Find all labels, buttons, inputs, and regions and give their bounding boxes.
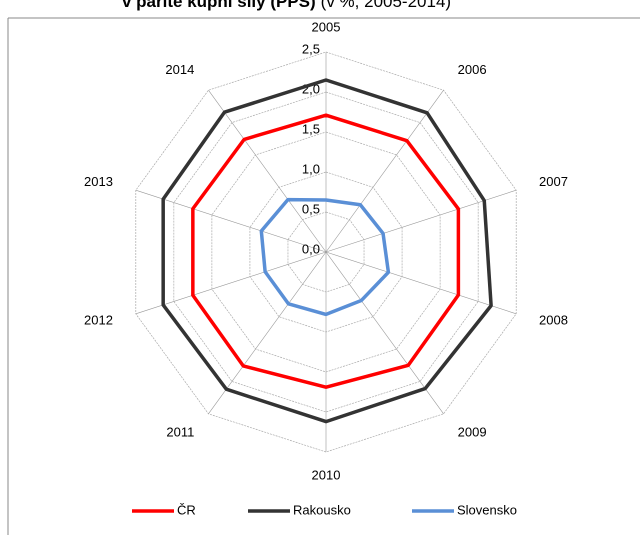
chart-title: v paritě kupní síly (PPS) (v %, 2005-2014… [122,0,451,11]
series-line [191,113,461,389]
grid-ring [211,131,441,373]
legend-label: Slovensko [457,502,517,517]
legend-label: Rakousko [293,502,351,517]
r-tick-label: 0,5 [302,201,320,216]
category-label: 2009 [458,425,487,440]
spoke [325,251,444,414]
spoke [208,90,327,253]
category-label: 2012 [84,313,113,328]
category-label: 2011 [166,425,194,440]
spoke [208,251,327,414]
grid-ring [249,171,403,333]
category-label: 2010 [312,467,341,482]
grid-ring [135,51,517,453]
category-label: 2008 [539,313,568,328]
r-tick-label: 1,0 [302,161,320,176]
r-tick-label: 1,5 [302,121,320,136]
r-tick-label: 0,0 [302,241,320,256]
legend-label: ČR [177,502,196,517]
chart-subtitle: (v %, 2005-2014) [321,0,451,11]
category-label: 2014 [165,62,194,77]
category-label: 2013 [84,174,113,189]
category-label: 2007 [539,174,568,189]
chart-title-main: v paritě kupní síly (PPS) [122,0,316,11]
spoke [135,251,327,315]
grid-ring [287,211,365,293]
series-line [161,78,493,424]
spoke [135,189,327,253]
series-line [259,197,391,317]
r-tick-label: 2,5 [302,41,320,56]
spoke [325,251,517,315]
category-label: 2005 [312,19,341,34]
spoke [325,90,444,253]
category-label: 2006 [458,62,487,77]
